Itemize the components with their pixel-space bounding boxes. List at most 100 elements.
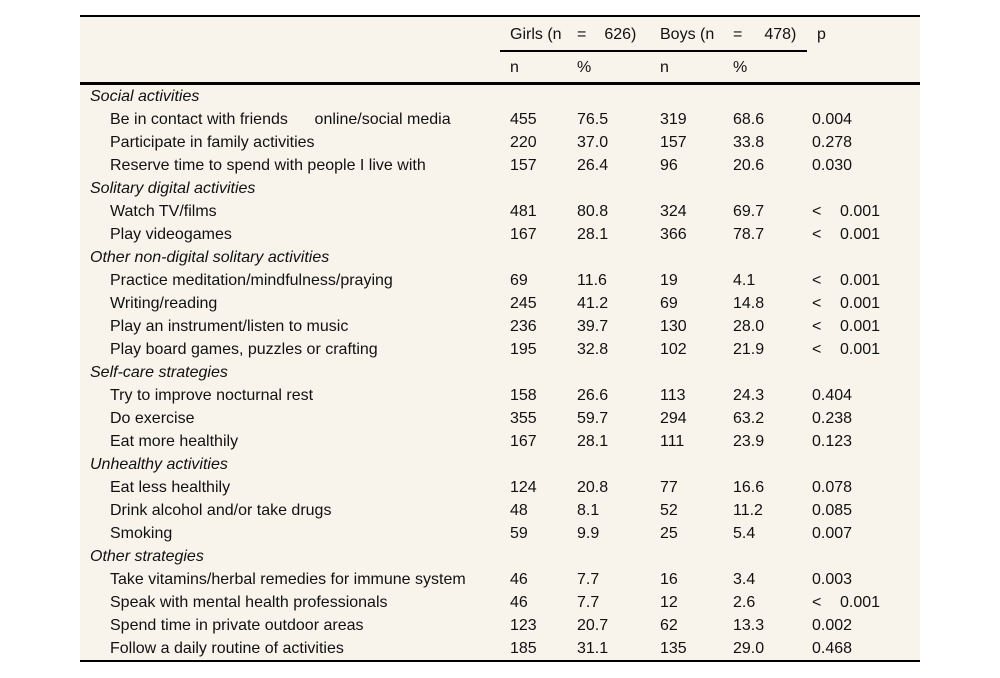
p-value: 0.030 bbox=[812, 157, 853, 174]
row-label: Solitary digital activities bbox=[90, 180, 256, 197]
empty-cell bbox=[660, 361, 728, 384]
boys-pct-value: 68.6 bbox=[733, 111, 765, 128]
p-value: 0.468 bbox=[812, 640, 853, 657]
girls-n-value: 195 bbox=[510, 341, 537, 358]
less-than-sign: < bbox=[812, 594, 822, 611]
girls-n-value: 48 bbox=[510, 502, 528, 519]
p-value: 0.004 bbox=[812, 111, 853, 128]
boys-pct-value: 21.9 bbox=[733, 341, 765, 358]
girls-pct-value: 32.8 bbox=[577, 341, 609, 358]
statistics-table: Girls (n = 626) Boys (n = 478) p n % n % S… bbox=[80, 15, 920, 662]
empty-cell bbox=[812, 246, 920, 269]
table-row: Drink alcohol and/or take drugs 48 8.1 52 11… bbox=[80, 499, 920, 522]
girls-pct-value: 11.6 bbox=[577, 272, 607, 289]
girls-n-column-header: n bbox=[510, 59, 519, 76]
girls-pct-value: 28.1 bbox=[577, 433, 609, 450]
boys-pct-value: 13.3 bbox=[733, 617, 765, 634]
girls-n-value: 158 bbox=[510, 387, 537, 404]
p-value: 0.003 bbox=[812, 571, 853, 588]
girls-group-header: Girls (n bbox=[510, 26, 562, 43]
boys-n-column-header: n bbox=[660, 59, 669, 76]
boys-pct-value: 33.8 bbox=[733, 134, 765, 151]
row-label: Speak with mental health professionals bbox=[110, 594, 388, 611]
boys-n-value: 19 bbox=[660, 272, 678, 289]
empty-cell bbox=[508, 453, 573, 476]
row-label: Play videogames bbox=[110, 226, 232, 243]
boys-n-value: 157 bbox=[660, 134, 687, 151]
girls-pct-value: 20.7 bbox=[577, 617, 609, 634]
boys-n-value: 12 bbox=[660, 594, 678, 611]
girls-n-value: 123 bbox=[510, 617, 537, 634]
boys-pct-value: 16.6 bbox=[733, 479, 765, 496]
p-value: <0.001 bbox=[812, 292, 920, 315]
boys-pct-value: 11.2 bbox=[733, 502, 763, 519]
section-row: Other non-digital solitary activities bbox=[80, 246, 920, 269]
girls-n-value: 157 bbox=[510, 157, 537, 174]
girls-pct-value: 39.7 bbox=[577, 318, 609, 335]
p-value: <0.001 bbox=[812, 315, 920, 338]
row-label: Participate in family activities bbox=[110, 134, 315, 151]
empty-cell bbox=[728, 246, 812, 269]
empty-cell bbox=[660, 453, 728, 476]
empty-cell bbox=[660, 545, 728, 568]
p-value: 0.085 bbox=[812, 502, 853, 519]
table-row: Spend time in private outdoor areas 123 20… bbox=[80, 614, 920, 637]
table-row: Eat less healthily 124 20.8 77 16.6 0.078 bbox=[80, 476, 920, 499]
p-value: 0.278 bbox=[812, 134, 853, 151]
row-label: Self-care strategies bbox=[90, 364, 228, 381]
girls-n-value: 167 bbox=[510, 226, 537, 243]
girls-pct-value: 28.1 bbox=[577, 226, 609, 243]
empty-cell bbox=[508, 361, 573, 384]
boys-n-value: 113 bbox=[660, 387, 686, 404]
empty-cell bbox=[508, 85, 573, 108]
boys-pct-value: 63.2 bbox=[733, 410, 765, 427]
boys-n-value: 366 bbox=[660, 226, 687, 243]
girls-pct-value: 37.0 bbox=[577, 134, 609, 151]
boys-pct-value: 78.7 bbox=[733, 226, 765, 243]
boys-n-value: 52 bbox=[660, 502, 678, 519]
table-row: Eat more healthily 167 28.1 111 23.9 0.123 bbox=[80, 430, 920, 453]
empty-cell bbox=[660, 85, 728, 108]
girls-n-value: 69 bbox=[510, 272, 528, 289]
section-row: Other strategies bbox=[80, 545, 920, 568]
empty-cell bbox=[573, 177, 660, 200]
section-row: Unhealthy activities bbox=[80, 453, 920, 476]
boys-pct-value: 69.7 bbox=[733, 203, 765, 220]
boys-pct-value: 2.6 bbox=[733, 594, 756, 611]
boys-n-value: 294 bbox=[660, 410, 687, 427]
table-row: Reserve time to spend with people I live… bbox=[80, 154, 920, 177]
boys-n-value: 111 bbox=[660, 433, 685, 450]
p-value: <0.001 bbox=[812, 338, 920, 361]
p-value: <0.001 bbox=[812, 591, 920, 614]
group-header-row: Girls (n = 626) Boys (n = 478) p bbox=[80, 24, 920, 45]
sub-header-row: n % n % bbox=[80, 57, 920, 78]
empty-cell bbox=[573, 246, 660, 269]
empty-cell bbox=[812, 453, 920, 476]
girls-group-count: = 626) bbox=[573, 24, 660, 45]
girls-pct-value: 9.9 bbox=[577, 525, 600, 542]
boys-n-value: 319 bbox=[660, 111, 687, 128]
less-than-sign: < bbox=[812, 226, 822, 243]
girls-pct-value: 76.5 bbox=[577, 111, 609, 128]
table-row: Practice meditation/mindfulness/praying 6… bbox=[80, 269, 920, 292]
girls-n-value: 481 bbox=[510, 203, 537, 220]
boys-pct-value: 20.6 bbox=[733, 157, 765, 174]
p-value: <0.001 bbox=[812, 200, 920, 223]
empty-cell bbox=[812, 85, 920, 108]
table-row: Play an instrument/listen to music 236 39.… bbox=[80, 315, 920, 338]
boys-equals: = bbox=[733, 26, 743, 43]
table-row: Play board games, puzzles or crafting 195… bbox=[80, 338, 920, 361]
row-label: Take vitamins/herbal remedies for immune… bbox=[110, 571, 466, 588]
boys-pct-value: 4.1 bbox=[733, 272, 756, 289]
row-label: Other non-digital solitary activities bbox=[90, 249, 330, 266]
empty-cell bbox=[573, 453, 660, 476]
boys-n-value: 25 bbox=[660, 525, 678, 542]
girls-pct-value: 31.1 bbox=[577, 640, 609, 657]
row-label: Writing/reading bbox=[110, 295, 218, 312]
table-row: Smoking 59 9.9 25 5.4 0.007 bbox=[80, 522, 920, 545]
boys-pct-value: 29.0 bbox=[733, 640, 765, 657]
girls-pct-value: 7.7 bbox=[577, 594, 600, 611]
row-label: Practice meditation/mindfulness/praying bbox=[110, 272, 393, 289]
table-row: Writing/reading 245 41.2 69 14.8 <0.001 bbox=[80, 292, 920, 315]
empty-cell bbox=[812, 177, 920, 200]
